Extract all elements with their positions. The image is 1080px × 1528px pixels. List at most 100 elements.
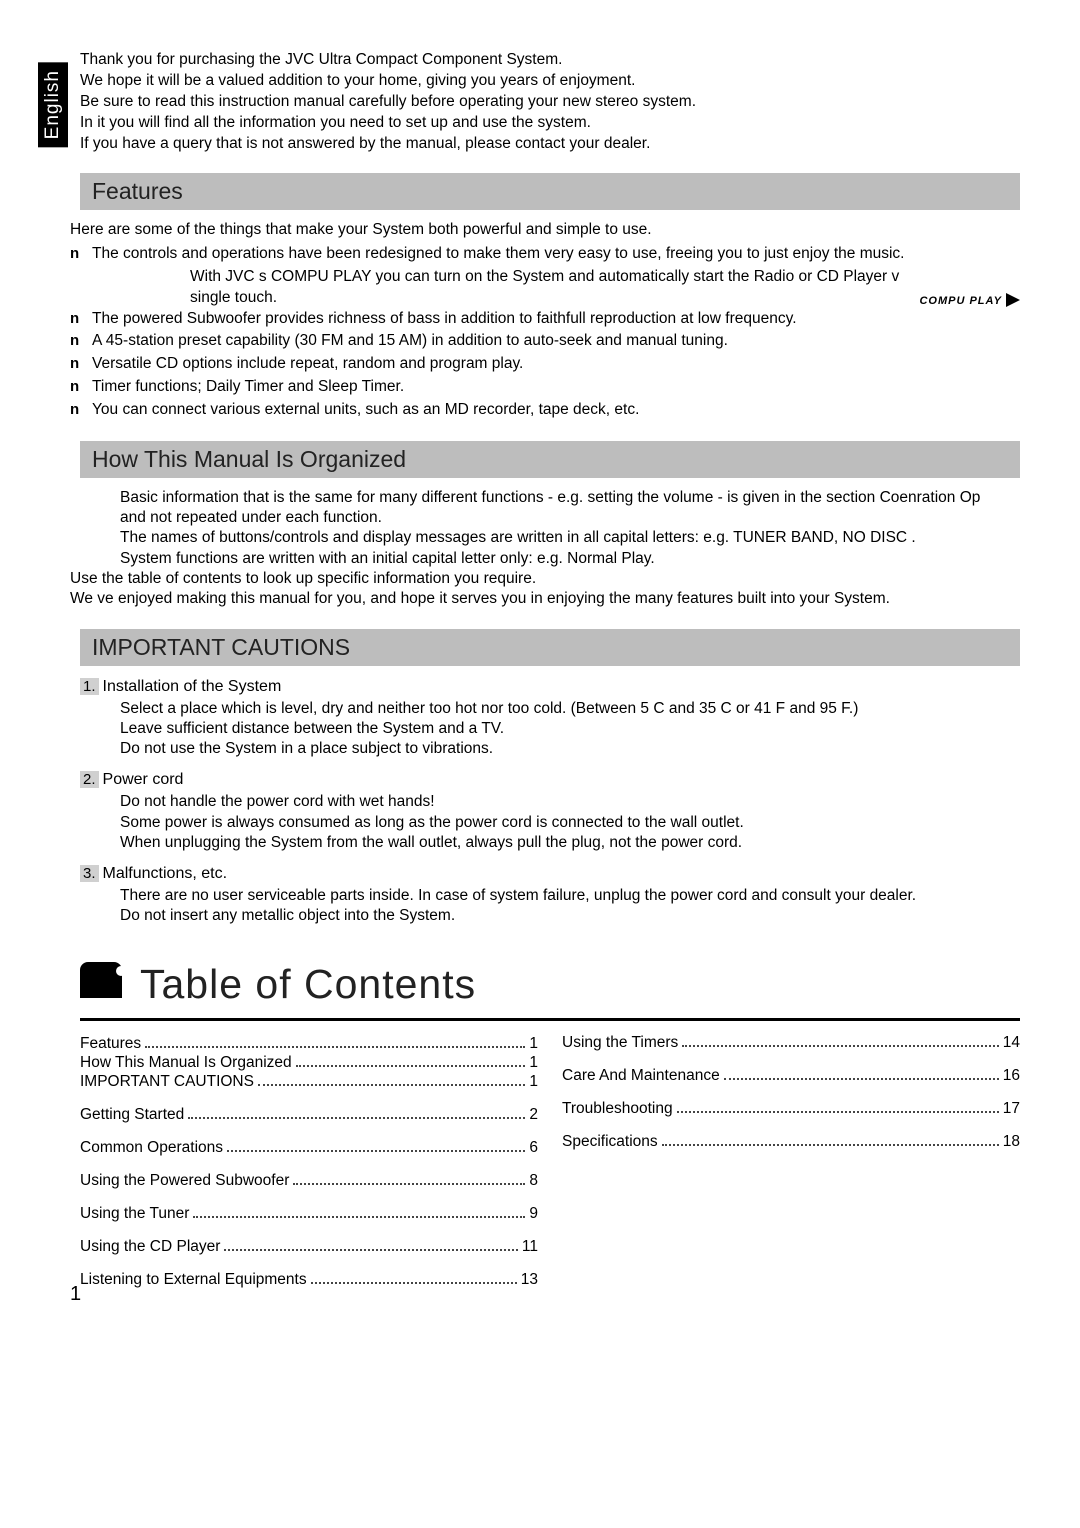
language-tab: English	[38, 62, 68, 147]
bullet-icon: n	[70, 244, 92, 265]
features-heading: Features	[80, 173, 1020, 210]
toc-page: 14	[1003, 1034, 1020, 1052]
toc-entry: How This Manual Is Organized 1	[80, 1054, 538, 1072]
how-line: Use the table of contents to look up spe…	[70, 569, 1020, 589]
toc-leader	[258, 1083, 525, 1086]
toc-page: 2	[529, 1106, 538, 1124]
toc-leader	[145, 1045, 525, 1048]
cautions-heading: IMPORTANT CAUTIONS	[80, 629, 1020, 666]
manual-page: English Thank you for purchasing the JVC…	[0, 0, 1080, 1344]
toc-page: 13	[521, 1271, 538, 1289]
intro-line: Be sure to read this instruction manual …	[80, 92, 1020, 113]
toc-header: Table of Contents	[80, 961, 1020, 1008]
toc-entry: Specifications18	[562, 1133, 1020, 1151]
bullet-icon: n	[70, 354, 92, 375]
toc-page: 1	[529, 1035, 538, 1053]
caution-line: Select a place which is level, dry and n…	[120, 699, 1020, 719]
feature-subline: With JVC s COMPU PLAY you can turn on th…	[190, 267, 1020, 288]
toc-page: 1	[529, 1054, 538, 1072]
caution-number: 2.	[80, 771, 99, 788]
toc-entry: Using the Timers 14	[562, 1034, 1020, 1052]
toc-entry: Using the Tuner 9	[80, 1205, 538, 1223]
caution-line: When unplugging the System from the wall…	[120, 833, 1020, 853]
intro-line: We hope it will be a valued addition to …	[80, 71, 1020, 92]
compu-play-logo: COMPU PLAY	[919, 293, 1020, 307]
caution-item-title: 2.Power cord	[80, 771, 1020, 789]
toc-leader	[293, 1182, 525, 1185]
toc-label: Troubleshooting	[562, 1100, 673, 1118]
toc-leader	[682, 1044, 998, 1047]
feature-item: The controls and operations have been re…	[92, 244, 1020, 265]
caution-title-text: Power cord	[103, 771, 184, 788]
toc-page: 11	[522, 1238, 538, 1256]
how-line: System functions are written with an ini…	[120, 549, 1020, 569]
how-line: and not repeated under each function.	[120, 508, 1020, 528]
caution-number: 3.	[80, 865, 99, 882]
toc-label: Features	[80, 1035, 141, 1053]
caution-body: There are no user serviceable parts insi…	[120, 886, 1020, 926]
bullet-icon: n	[70, 400, 92, 421]
how-line: The names of buttons/controls and displa…	[120, 528, 1020, 548]
toc-entry: Features 1	[80, 1035, 538, 1053]
play-arrow-icon	[1006, 293, 1020, 307]
toc-leader	[662, 1143, 999, 1146]
toc-label: How This Manual Is Organized	[80, 1054, 292, 1072]
intro-line: If you have a query that is not answered…	[80, 134, 1020, 155]
toc-leader	[193, 1215, 525, 1218]
caution-item-title: 1.Installation of the System	[80, 678, 1020, 696]
feature-subline: single touch.	[190, 288, 1020, 309]
caution-item-title: 3.Malfunctions, etc.	[80, 865, 1020, 883]
toc-entry: Listening to External Equipments 13	[80, 1271, 538, 1289]
feature-item: The powered Subwoofer provides richness …	[92, 309, 1020, 330]
toc-label: IMPORTANT CAUTIONS	[80, 1073, 254, 1091]
how-line: We ve enjoyed making this manual for you…	[70, 589, 1020, 609]
intro-line: Thank you for purchasing the JVC Ultra C…	[80, 50, 1020, 71]
how-line: Basic information that is the same for m…	[120, 488, 1020, 508]
logo-text: COMPU PLAY	[919, 295, 1002, 307]
caution-number: 1.	[80, 678, 99, 695]
feature-item: You can connect various external units, …	[92, 400, 1020, 421]
intro-block: Thank you for purchasing the JVC Ultra C…	[80, 50, 1020, 155]
book-icon	[80, 962, 122, 998]
toc-leader	[188, 1116, 525, 1119]
toc-leader	[724, 1077, 999, 1080]
toc-entry: Using the CD Player11	[80, 1238, 538, 1256]
toc-leader	[296, 1064, 526, 1067]
toc-page: 8	[529, 1172, 538, 1190]
toc-left-column: Features1 How This Manual Is Organized1 …	[80, 1035, 538, 1304]
feature-item: A 45-station preset capability (30 FM an…	[92, 331, 1020, 352]
toc-label: Listening to External Equipments	[80, 1271, 307, 1289]
toc-label: Using the Tuner	[80, 1205, 189, 1223]
toc-page: 6	[529, 1139, 538, 1157]
caution-line: Leave sufficient distance between the Sy…	[120, 719, 1020, 739]
toc-page: 16	[1003, 1067, 1020, 1085]
how-body: Basic information that is the same for m…	[120, 488, 1020, 569]
bullet-icon: n	[70, 309, 92, 330]
features-list: nThe controls and operations have been r…	[70, 244, 1020, 421]
caution-line: Some power is always consumed as long as…	[120, 813, 1020, 833]
features-lead: Here are some of the things that make yo…	[70, 220, 1020, 240]
toc-leader	[677, 1110, 999, 1113]
toc-label: Care And Maintenance	[562, 1067, 720, 1085]
toc-title: Table of Contents	[140, 961, 476, 1008]
toc-label: Using the Timers	[562, 1034, 678, 1052]
bullet-icon: n	[70, 331, 92, 352]
toc-entry: Getting Started 2	[80, 1106, 538, 1124]
toc-columns: Features1 How This Manual Is Organized1 …	[80, 1035, 1020, 1304]
caution-title-text: Malfunctions, etc.	[103, 865, 228, 882]
toc-entry: Care And Maintenance 16	[562, 1067, 1020, 1085]
feature-item: Versatile CD options include repeat, ran…	[92, 354, 1020, 375]
caution-body: Do not handle the power cord with wet ha…	[120, 792, 1020, 852]
toc-leader	[227, 1149, 525, 1152]
toc-entry: Using the Powered Subwoofer 8	[80, 1172, 538, 1190]
caution-line: Do not insert any metallic object into t…	[120, 906, 1020, 926]
toc-label: Using the Powered Subwoofer	[80, 1172, 289, 1190]
caution-line: Do not use the System in a place subject…	[120, 739, 1020, 759]
toc-entry: Common Operations6	[80, 1139, 538, 1157]
caution-line: Do not handle the power cord with wet ha…	[120, 792, 1020, 812]
toc-page: 9	[529, 1205, 538, 1223]
toc-page: 18	[1003, 1133, 1020, 1151]
toc-label: Getting Started	[80, 1106, 184, 1124]
how-heading: How This Manual Is Organized	[80, 441, 1020, 478]
caution-body: Select a place which is level, dry and n…	[120, 699, 1020, 759]
